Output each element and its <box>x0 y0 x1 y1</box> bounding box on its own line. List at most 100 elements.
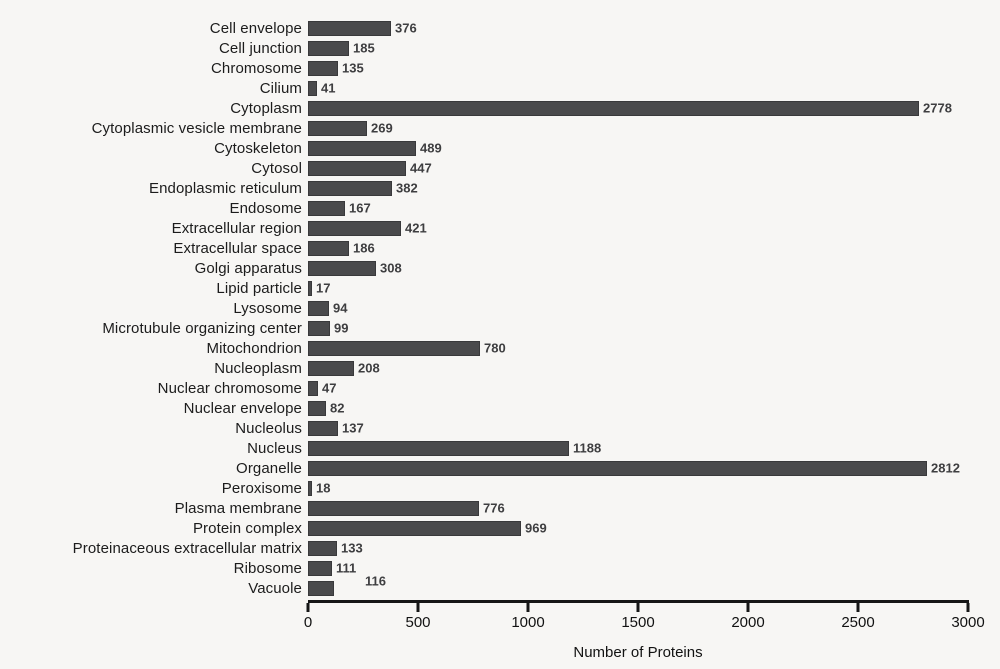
bar-row: Extracellular space 186 <box>0 238 1000 258</box>
category-label: Golgi apparatus <box>194 259 302 277</box>
value-label: 208 <box>358 360 380 376</box>
bar-track: 185 <box>308 40 968 56</box>
category-label: Microtubule organizing center <box>102 319 302 337</box>
x-tick-label: 1500 <box>621 614 655 631</box>
bar-row: Ribosome 111 <box>0 558 1000 578</box>
bar <box>308 300 329 316</box>
bar-track: 1188 <box>308 440 968 456</box>
x-axis-title: Number of Proteins <box>573 644 703 661</box>
bar <box>308 240 349 256</box>
bar-row: Nucleus 1188 <box>0 438 1000 458</box>
value-label: 167 <box>349 200 371 216</box>
category-label: Lipid particle <box>216 279 302 297</box>
category-label: Cell envelope <box>209 19 302 37</box>
bar-row: Golgi apparatus 308 <box>0 258 1000 278</box>
x-tick-label: 0 <box>303 614 313 631</box>
bar-row: Cytoplasmic vesicle membrane 269 <box>0 118 1000 138</box>
bar <box>308 380 318 396</box>
bar <box>308 500 479 516</box>
x-tick-label: 2000 <box>731 614 765 631</box>
value-label: 41 <box>321 80 336 96</box>
value-label: 94 <box>333 300 348 316</box>
bar-row: Extracellular region 421 <box>0 218 1000 238</box>
bar-row: Cell envelope 376 <box>0 18 1000 38</box>
x-tick-mark <box>526 603 530 612</box>
bar-track: 308 <box>308 260 968 276</box>
bar <box>308 520 521 536</box>
bar <box>308 340 480 356</box>
bar-row: Nuclear chromosome 47 <box>0 378 1000 398</box>
category-label: Vacuole <box>248 579 302 597</box>
x-tick-mark <box>416 603 420 612</box>
bar-row: Organelle 2812 <box>0 458 1000 478</box>
bar-track: 111 <box>308 560 968 576</box>
category-label: Ribosome <box>233 559 302 577</box>
bar-track: 382 <box>308 180 968 196</box>
value-label: 99 <box>334 320 349 336</box>
category-label: Proteinaceous extracellular matrix <box>72 539 302 557</box>
category-label: Extracellular region <box>171 219 302 237</box>
category-label: Nuclear envelope <box>183 399 302 417</box>
bar-track: 47 <box>308 380 968 396</box>
value-label: 776 <box>483 500 505 516</box>
bar-track: 133 <box>308 540 968 556</box>
plot-area: Cell envelope 376 Cell junction 185 Chromoso… <box>0 18 1000 598</box>
bar-track: 116 <box>308 574 968 596</box>
category-label: Extracellular space <box>173 239 302 257</box>
bar-track: 94 <box>308 300 968 316</box>
x-tick-label: 1000 <box>511 614 545 631</box>
bar <box>308 320 330 336</box>
bar-row: Peroxisome 18 <box>0 478 1000 498</box>
x-tick-mark <box>966 603 970 612</box>
x-tick-label: 3000 <box>951 614 985 631</box>
x-tick-label: 2500 <box>841 614 875 631</box>
value-label: 969 <box>525 520 547 536</box>
value-label: 17 <box>316 280 331 296</box>
bar-row: Microtubule organizing center 99 <box>0 318 1000 338</box>
bar-row: Proteinaceous extracellular matrix 133 <box>0 538 1000 558</box>
x-axis-line <box>308 600 969 603</box>
bar <box>308 260 376 276</box>
bar-row: Nucleolus 137 <box>0 418 1000 438</box>
bar-track: 137 <box>308 420 968 436</box>
category-label: Cilium <box>259 79 302 97</box>
category-label: Lysosome <box>233 299 302 317</box>
bar-row: Mitochondrion 780 <box>0 338 1000 358</box>
category-label: Peroxisome <box>221 479 302 497</box>
value-label: 1188 <box>573 440 602 456</box>
bar <box>308 160 406 176</box>
bar <box>308 360 354 376</box>
value-label: 447 <box>410 160 432 176</box>
bar-row: Nucleoplasm 208 <box>0 358 1000 378</box>
bar-row: Cytosol 447 <box>0 158 1000 178</box>
bar <box>308 400 326 416</box>
bar-row: Vacuole 116 <box>0 574 1000 598</box>
category-label: Nucleus <box>247 439 302 457</box>
value-label: 116 <box>365 573 386 589</box>
category-label: Cytoskeleton <box>214 139 302 157</box>
category-label: Protein complex <box>192 519 302 537</box>
category-label: Cell junction <box>218 39 302 57</box>
bar-track: 2778 <box>308 100 968 116</box>
value-label: 2812 <box>931 460 960 476</box>
bar-track: 167 <box>308 200 968 216</box>
bar-track: 489 <box>308 140 968 156</box>
bar-row: Chromosome 135 <box>0 58 1000 78</box>
category-label: Nucleolus <box>235 419 302 437</box>
category-label: Nucleoplasm <box>214 359 302 377</box>
bar-row: Cell junction 185 <box>0 38 1000 58</box>
bar-track: 186 <box>308 240 968 256</box>
bar-track: 969 <box>308 520 968 536</box>
bar <box>308 540 337 556</box>
value-label: 135 <box>342 60 364 76</box>
bar-track: 447 <box>308 160 968 176</box>
x-tick-mark <box>856 603 860 612</box>
bar-track: 41 <box>308 80 968 96</box>
bar-row: Nuclear envelope 82 <box>0 398 1000 418</box>
bar <box>308 440 569 456</box>
bar-track: 421 <box>308 220 968 236</box>
category-label: Nuclear chromosome <box>157 379 302 397</box>
value-label: 382 <box>396 180 418 196</box>
bar-row: Lysosome 94 <box>0 298 1000 318</box>
